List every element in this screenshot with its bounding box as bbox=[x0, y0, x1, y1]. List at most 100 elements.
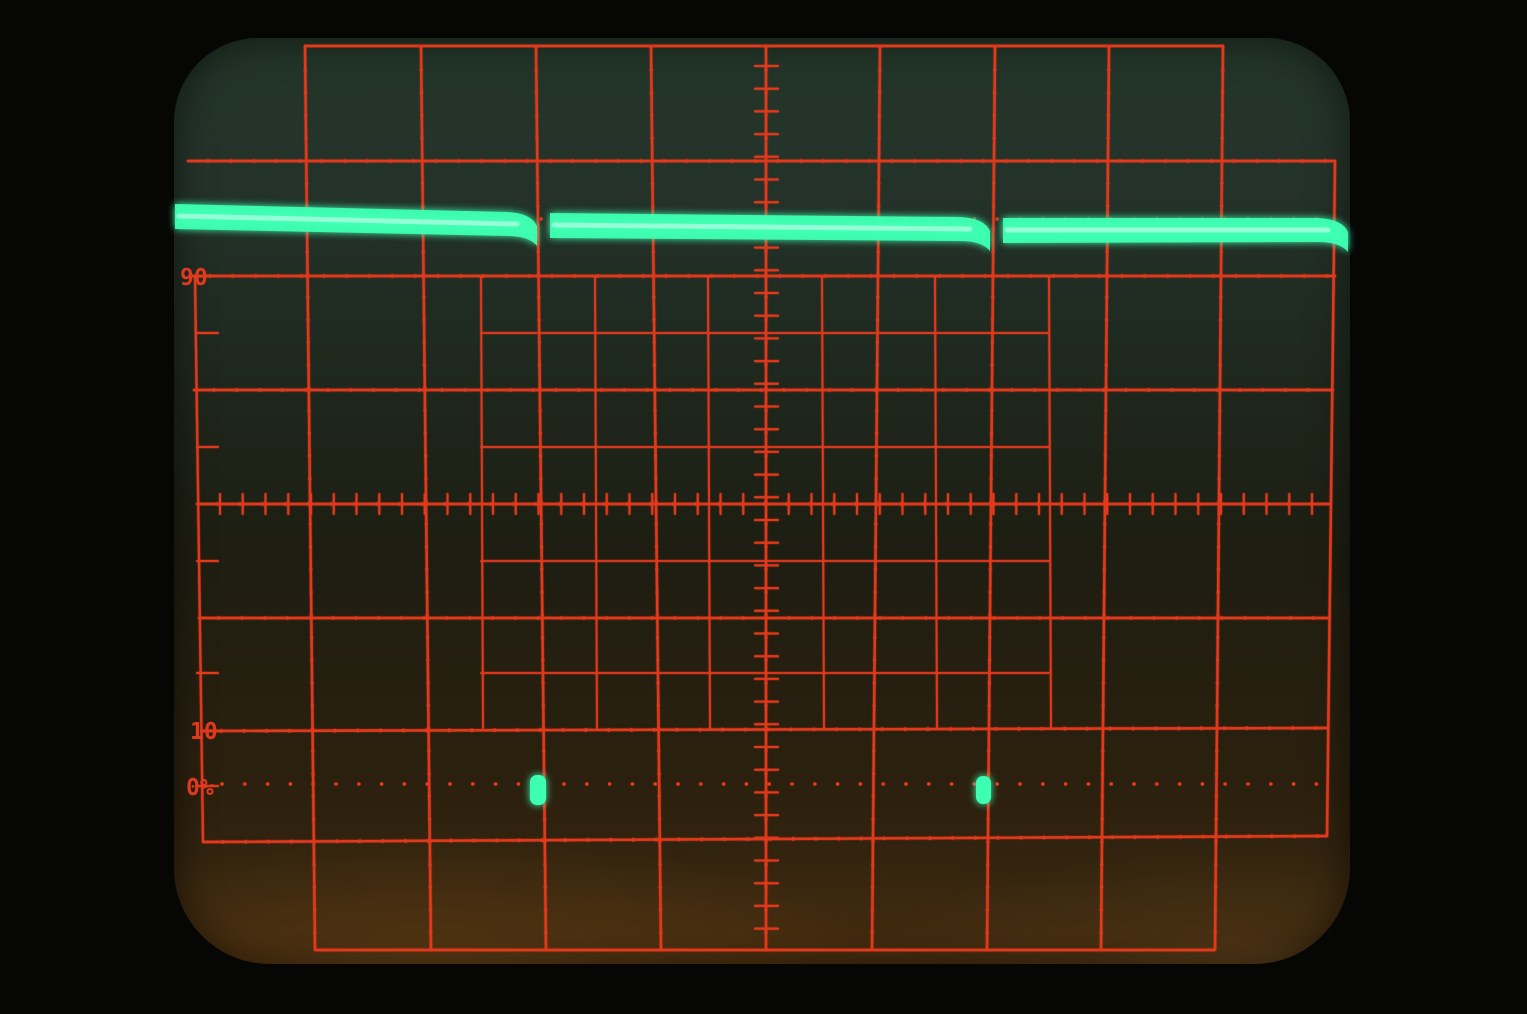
minor-tick-dot bbox=[675, 727, 679, 732]
minor-tick-dot bbox=[1255, 159, 1259, 163]
minor-tick-dot bbox=[730, 159, 735, 163]
minor-tick-dot bbox=[1129, 616, 1133, 620]
minor-tick-dot bbox=[1156, 835, 1160, 839]
minor-tick-dot bbox=[1006, 274, 1010, 278]
minor-tick-dot bbox=[655, 635, 660, 640]
minor-tick-dot bbox=[543, 862, 547, 867]
minor-tick-dot bbox=[419, 68, 423, 72]
graticule-hline bbox=[199, 726, 1329, 733]
minor-tick-dot bbox=[673, 616, 677, 620]
minor-tick-dot bbox=[543, 840, 547, 844]
dot-0 bbox=[1223, 782, 1228, 786]
minor-tick-dot bbox=[892, 274, 896, 278]
minor-tick-dot bbox=[764, 616, 768, 620]
minor-tick-dot bbox=[1102, 613, 1106, 617]
minor-tick-dot bbox=[687, 274, 691, 278]
minor-tick-dot bbox=[899, 502, 903, 506]
minor-tick-dot bbox=[878, 68, 882, 72]
minor-tick-dot bbox=[311, 749, 315, 753]
minor-tick-dot bbox=[877, 113, 881, 117]
trace-segment bbox=[1003, 218, 1348, 252]
minor-tick-dot bbox=[425, 613, 429, 617]
minor-tick-dot bbox=[536, 204, 540, 208]
minor-tick-dot bbox=[1218, 340, 1222, 344]
minor-tick-dot bbox=[873, 635, 877, 640]
minor-tick-dot bbox=[595, 274, 600, 278]
minor-tick-dot bbox=[1143, 274, 1147, 278]
minor-tick-dot bbox=[251, 159, 256, 163]
graticule-vline bbox=[1099, 44, 1111, 952]
minor-tick-dot bbox=[299, 274, 304, 278]
minor-tick-dot bbox=[425, 567, 429, 572]
minor-tick-dot bbox=[421, 250, 425, 254]
minor-tick-dot bbox=[1165, 274, 1170, 278]
minor-tick-dot bbox=[297, 159, 302, 163]
minor-tick-dot bbox=[331, 616, 335, 620]
minor-tick-dot bbox=[991, 227, 995, 231]
minor-tick-dot bbox=[1197, 616, 1202, 620]
dot-0 bbox=[995, 782, 1000, 786]
minor-tick-dot bbox=[1163, 159, 1168, 163]
dot-0 bbox=[1268, 782, 1273, 786]
minor-tick-dot bbox=[655, 613, 659, 617]
minor-tick-dot bbox=[850, 388, 855, 392]
minor-tick-dot bbox=[641, 274, 645, 278]
minor-tick-dot bbox=[755, 274, 759, 278]
minor-tick-dot bbox=[1288, 616, 1293, 620]
minor-tick-dot bbox=[424, 545, 429, 549]
minor-tick-dot bbox=[306, 363, 311, 367]
minor-tick-dot bbox=[1141, 159, 1145, 163]
minor-tick-dot bbox=[542, 772, 546, 776]
trace-baseline-spot bbox=[976, 776, 991, 804]
minor-tick-dot bbox=[1103, 477, 1107, 481]
minor-tick-dot bbox=[987, 681, 991, 685]
dot-0 bbox=[1132, 782, 1136, 786]
minor-tick-dot bbox=[1245, 726, 1249, 731]
minor-tick-dot bbox=[875, 386, 879, 390]
minor-tick-dot bbox=[308, 522, 312, 526]
minor-tick-dot bbox=[459, 274, 463, 278]
minor-tick-dot bbox=[823, 274, 828, 278]
minor-tick-dot bbox=[990, 502, 994, 506]
minor-tick-dot bbox=[764, 204, 768, 208]
minor-tick-dot bbox=[948, 727, 953, 731]
minor-tick-dot bbox=[960, 274, 965, 278]
minor-tick-dot bbox=[380, 839, 385, 843]
minor-tick-dot bbox=[662, 159, 666, 163]
minor-tick-dot bbox=[1104, 408, 1108, 413]
minor-tick-dot bbox=[713, 388, 718, 392]
minor-tick-dot bbox=[691, 388, 695, 392]
minor-tick-dot bbox=[378, 728, 383, 733]
minor-tick-dot bbox=[333, 728, 337, 733]
minor-tick-dot bbox=[649, 91, 654, 95]
minor-tick-dot bbox=[1004, 159, 1008, 163]
minor-tick-dot bbox=[229, 159, 233, 163]
minor-tick-dot bbox=[645, 388, 649, 392]
minor-tick-dot bbox=[257, 388, 262, 392]
minor-tick-dot bbox=[538, 431, 542, 435]
dot-0 bbox=[425, 782, 430, 786]
minor-tick-dot bbox=[1102, 545, 1107, 549]
minor-tick-dot bbox=[736, 388, 741, 392]
minor-tick-dot bbox=[307, 386, 311, 390]
minor-tick-dot bbox=[425, 635, 430, 640]
minor-tick-dot bbox=[571, 159, 575, 163]
graticule-inner-vline bbox=[480, 275, 484, 729]
minor-tick-dot bbox=[1216, 567, 1220, 572]
minor-tick-dot bbox=[764, 91, 768, 95]
minor-tick-dot bbox=[582, 616, 586, 620]
minor-tick-dot bbox=[1060, 616, 1065, 620]
minor-tick-dot bbox=[1176, 726, 1181, 731]
minor-tick-dot bbox=[654, 522, 658, 526]
minor-tick-dot bbox=[653, 408, 657, 413]
minor-tick-dot bbox=[1241, 502, 1245, 506]
minor-tick-dot bbox=[1131, 726, 1135, 731]
dot-0 bbox=[448, 782, 452, 786]
minor-tick-dot bbox=[580, 502, 584, 506]
minor-tick-dot bbox=[874, 477, 878, 481]
minor-tick-dot bbox=[1105, 295, 1109, 299]
minor-tick-dot bbox=[1106, 159, 1110, 163]
minor-tick-dot bbox=[1277, 159, 1282, 163]
minor-tick-dot bbox=[1064, 835, 1069, 840]
minor-tick-dot bbox=[830, 502, 835, 506]
